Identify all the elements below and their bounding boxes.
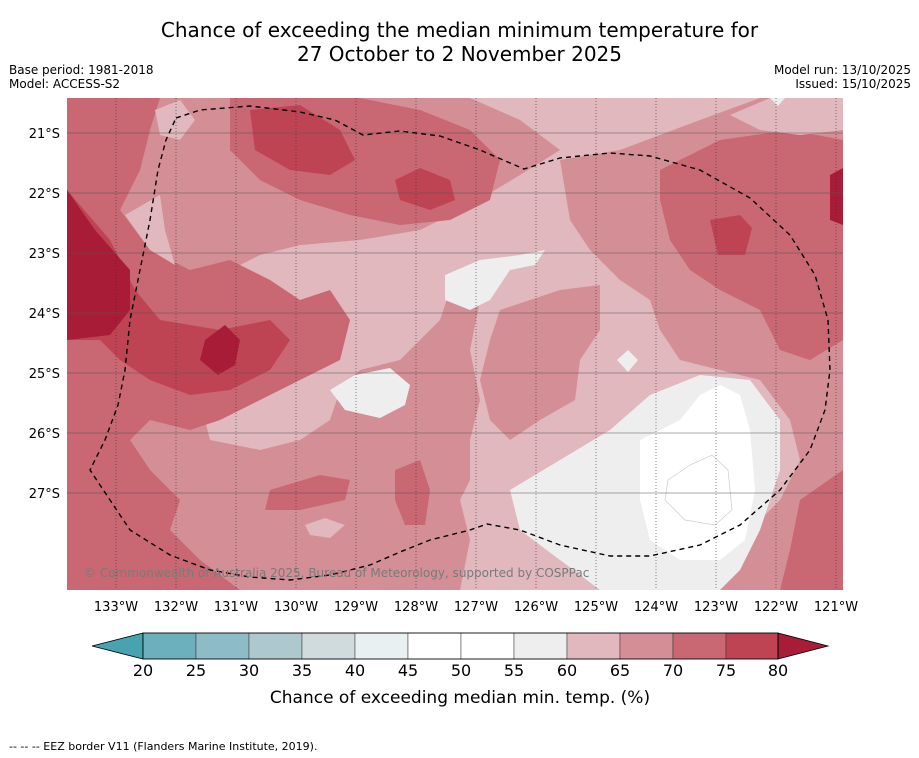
colorbar-segment: [725, 632, 779, 660]
contour-70-75-sw-strip: [100, 548, 175, 560]
lat-label: 27°S: [29, 487, 60, 502]
meta-right: Model run: 13/10/2025 Issued: 15/10/2025: [774, 63, 911, 91]
colorbar-label: 45: [398, 661, 418, 680]
colorbar-segment: [513, 632, 568, 660]
lon-label: 130°W: [274, 600, 318, 615]
colorbar-label: 25: [186, 661, 206, 680]
copyright-text: © Commonwealth of Australia 2025, Bureau…: [84, 566, 589, 580]
colorbar-title: Chance of exceeding median min. temp. (%…: [270, 688, 650, 708]
colorbar-label: 30: [239, 661, 259, 680]
contour-70-75-south: [265, 475, 350, 510]
colorbar-segments: [142, 632, 779, 660]
lon-label: 127°W: [454, 600, 498, 615]
colorbar-outline: [142, 632, 779, 660]
colorbar-label: 35: [292, 661, 312, 680]
issued-date: Issued: 15/10/2025: [795, 77, 911, 91]
colorbar-label: 80: [768, 661, 788, 680]
lat-label: 22°S: [29, 187, 60, 202]
colorbar-label: 40: [345, 661, 365, 680]
contour-60-65-topright: [730, 98, 843, 135]
lon-label: 129°W: [334, 600, 378, 615]
colorbar-segment: [407, 632, 462, 660]
colorbar-extend-high: [777, 632, 830, 660]
meta-left: Base period: 1981-2018 Model: ACCESS-S2: [9, 63, 154, 91]
lon-label: 128°W: [394, 600, 438, 615]
model-name: Model: ACCESS-S2: [9, 77, 121, 91]
title-line-2: 27 October to 2 November 2025: [296, 42, 623, 66]
colorbar-label: 55: [504, 661, 524, 680]
colorbar-label: 20: [133, 661, 153, 680]
contour-80-west: [67, 190, 130, 340]
colorbar-segment: [248, 632, 303, 660]
contour-75-80-center-north: [395, 168, 455, 210]
lon-label: 133°W: [94, 600, 138, 615]
contour-70-75-east: [660, 130, 843, 360]
colorbar: 20 25 30 35 40 45 50 55 60 65 70 75 80 C…: [91, 632, 830, 708]
lon-label: 132°W: [154, 600, 198, 615]
colorbar-label: 70: [663, 661, 683, 680]
colorbar-segment: [460, 632, 515, 660]
title-line-1: Chance of exceeding the median minimum t…: [160, 18, 759, 42]
lon-label: 131°W: [214, 600, 258, 615]
contour-60-65-patch-nw: [155, 100, 195, 140]
contour-60-65-patch-s: [305, 518, 345, 538]
colorbar-labels: 20 25 30 35 40 45 50 55 60 65 70 75 80: [133, 661, 788, 680]
contour-55-60-west: [330, 368, 410, 418]
map-area: © Commonwealth of Australia 2025, Bureau…: [67, 98, 843, 590]
contour-70-75-se: [780, 470, 843, 590]
meridian-gridlines: [115, 98, 837, 590]
colorbar-label: 75: [716, 661, 736, 680]
colorbar-extend-low: [91, 632, 144, 660]
lat-label: 26°S: [29, 427, 60, 442]
lon-label: 121°W: [814, 600, 858, 615]
contour-60-65-patch-w: [125, 195, 175, 265]
lat-label: 23°S: [29, 247, 60, 262]
map-title: Chance of exceeding the median minimum t…: [0, 18, 919, 66]
contour-80-east: [830, 168, 843, 225]
lon-label: 126°W: [514, 600, 558, 615]
eez-border: [89, 105, 831, 581]
colorbar-segment: [566, 632, 621, 660]
contour-45-50-core: [664, 454, 733, 526]
colorbar-segment: [672, 632, 727, 660]
longitude-labels: 133°W 132°W 131°W 130°W 129°W 128°W 127°…: [94, 600, 858, 615]
lat-label: 25°S: [29, 367, 60, 382]
colorbar-segment: [142, 632, 197, 660]
contour-65-70-center: [480, 285, 600, 440]
contour-55-60-center: [445, 250, 545, 310]
lon-label: 124°W: [634, 600, 678, 615]
contour-55-60-topright: [770, 98, 785, 106]
contour-55-60-dot: [617, 350, 638, 372]
contour-75-80-east: [710, 215, 752, 255]
colorbar-label: 50: [451, 661, 471, 680]
colorbar-segment: [354, 632, 409, 660]
colorbar-segment: [619, 632, 674, 660]
lon-label: 125°W: [574, 600, 618, 615]
lon-label: 122°W: [754, 600, 798, 615]
colorbar-segment: [195, 632, 250, 660]
contour-80-center: [200, 325, 240, 375]
contour-70-75-south2: [395, 460, 430, 525]
contour-75-80-north: [250, 105, 355, 175]
latitude-labels: 21°S 22°S 23°S 24°S 25°S 26°S 27°S: [29, 127, 60, 502]
base-period: Base period: 1981-2018: [9, 63, 154, 77]
lat-label: 24°S: [29, 307, 60, 322]
colorbar-label: 65: [610, 661, 630, 680]
lat-label: 21°S: [29, 127, 60, 142]
colorbar-label: 60: [557, 661, 577, 680]
colorbar-segment: [301, 632, 356, 660]
parallel-gridlines: [67, 132, 843, 494]
eez-footnote: -- -- -- EEZ border V11 (Flanders Marine…: [9, 740, 318, 753]
lon-label: 123°W: [694, 600, 738, 615]
model-run: Model run: 13/10/2025: [773, 63, 911, 77]
